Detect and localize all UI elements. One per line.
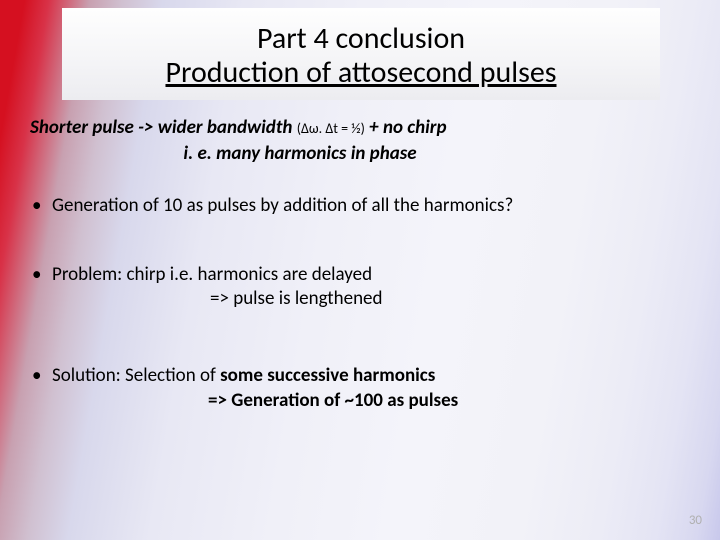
title-box: Part 4 conclusion Production of attoseco… [62, 8, 660, 100]
bullet-2: Problem: chirp i.e. harmonics are delaye… [32, 263, 692, 288]
title-line-2: Production of attosecond pulses [165, 56, 556, 91]
bullet-3: Solution: Selection of some successive h… [32, 364, 692, 389]
sub-line1-part-b: + no chirp [365, 116, 447, 139]
bullet-3-cont: => Generation of ~100 as pulses [32, 389, 692, 414]
bullet-3-part-b: some successive harmonics [220, 364, 435, 387]
page-number: 30 [689, 513, 702, 528]
bullet-list: Generation of 10 as pulses by addition o… [32, 194, 692, 413]
sub-line1-part-a: Shorter pulse -> wider bandwidth [30, 116, 297, 139]
sub-line1-small: (Δω. Δt = ½) [297, 120, 365, 137]
subheading-block: Shorter pulse -> wider bandwidth (Δω. Δt… [30, 116, 690, 165]
subheading-line-1: Shorter pulse -> wider bandwidth (Δω. Δt… [30, 116, 690, 140]
bullet-2-cont: => pulse is lengthened [32, 287, 692, 312]
subheading-line-2: i. e. many harmonics in phase [30, 142, 690, 165]
title-line-1: Part 4 conclusion [257, 22, 465, 57]
bullet-3-part-a: Solution: Selection of [52, 364, 220, 387]
bullet-1: Generation of 10 as pulses by addition o… [32, 194, 692, 219]
